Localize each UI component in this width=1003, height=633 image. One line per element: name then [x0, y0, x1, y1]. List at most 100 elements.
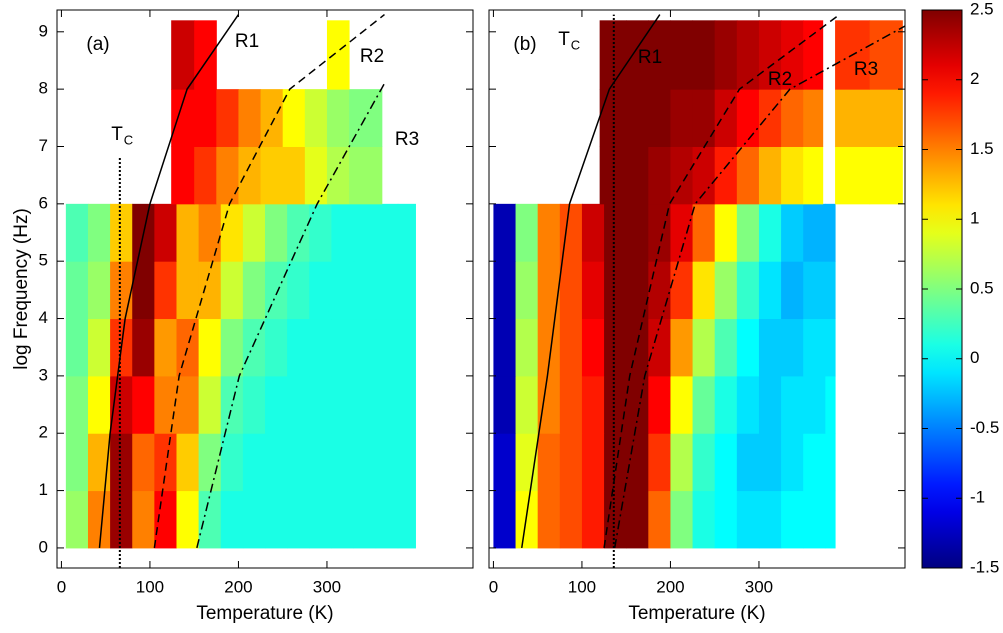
y-tick-label: 2	[39, 423, 48, 442]
heatmap-cell	[604, 318, 627, 377]
heatmap-cell	[604, 375, 627, 434]
y-tick-label: 1	[39, 480, 48, 499]
axes-box	[56, 9, 474, 569]
y-tick-label: 7	[39, 136, 48, 155]
heatmap-cell	[714, 20, 738, 90]
heatmap-cell	[825, 318, 836, 377]
x-tick-label: 0	[57, 577, 66, 596]
heatmap-cell	[242, 375, 266, 434]
heatmap-cell	[353, 203, 377, 262]
heatmap-cell	[692, 146, 716, 205]
heatmap-cell	[648, 146, 671, 205]
heatmap-cell	[803, 318, 826, 377]
heatmap-cell	[87, 261, 111, 320]
heatmap-cell	[781, 490, 804, 549]
colorbar	[921, 9, 963, 569]
heatmap-cell	[171, 146, 195, 205]
heatmap-cell	[132, 261, 155, 320]
heatmap-cell	[670, 433, 694, 492]
heatmap-cell	[581, 318, 605, 377]
heatmap-cell	[282, 146, 306, 205]
heatmap-cell	[648, 375, 671, 434]
heatmap-cell	[353, 490, 377, 549]
heatmap-cell	[537, 433, 561, 492]
heatmap-cell	[692, 89, 716, 147]
heatmap-cell	[242, 203, 266, 262]
heatmap-cell	[758, 146, 782, 205]
y-tick-label: 3	[39, 365, 48, 384]
heatmap-cell	[781, 203, 804, 262]
heatmap-cell	[758, 89, 782, 147]
x-tick-label: 300	[745, 577, 773, 596]
heatmap-cell	[397, 318, 416, 377]
heatmap-cell	[493, 490, 517, 549]
heatmap-cell	[110, 203, 133, 262]
heatmap-cell	[537, 261, 561, 320]
heatmap-cell	[803, 89, 824, 147]
heatmap-cell	[171, 89, 195, 147]
heatmap-cell	[781, 318, 804, 377]
heatmap-cell	[626, 490, 649, 549]
heatmap-cell	[648, 490, 671, 549]
heatmap-cell	[493, 433, 517, 492]
heatmap-cell	[309, 203, 332, 262]
heatmap-cell	[714, 375, 738, 434]
heatmap-cell	[670, 146, 694, 205]
heatmap-cell	[803, 433, 826, 492]
heatmap-cell	[65, 375, 89, 434]
heatmap-cell	[87, 490, 111, 549]
heatmap-cell	[132, 318, 155, 377]
heatmap-cell	[87, 375, 111, 434]
heatmap-cell	[287, 490, 310, 549]
heatmap-cell	[265, 433, 288, 492]
axes-box	[488, 9, 906, 569]
heatmap-cell	[692, 318, 716, 377]
heatmap-cell	[714, 146, 738, 205]
heatmap-cell	[220, 318, 244, 377]
heatmap-cell	[825, 375, 836, 434]
heatmap-cell	[287, 375, 310, 434]
heatmap-cell	[397, 203, 416, 262]
annotation: R3	[395, 129, 419, 150]
colorbar-tick-label: 0.5	[970, 278, 994, 297]
heatmap-cell	[198, 261, 222, 320]
heatmap-cell	[604, 433, 627, 492]
heatmap-cell	[559, 490, 583, 549]
heatmap-cell	[65, 318, 89, 377]
colorbar-tick-label: 2	[970, 69, 979, 88]
heatmap-cell	[375, 375, 399, 434]
heatmap-cell	[154, 318, 177, 377]
heatmap-cell	[803, 375, 826, 434]
heatmap-cell	[648, 261, 671, 320]
x-tick-label: 200	[656, 577, 684, 596]
heatmap-cell	[714, 490, 738, 549]
heatmap-cell	[714, 203, 738, 262]
heatmap-cell	[326, 20, 350, 90]
colorbar-tick-label: 2.5	[970, 0, 994, 18]
heatmap-cell	[194, 146, 217, 205]
heatmap-cell	[331, 375, 355, 434]
annotation: R2	[768, 69, 792, 90]
heatmap-cell	[736, 20, 760, 90]
curve	[153, 13, 385, 549]
heatmap-cell	[692, 375, 716, 434]
heatmap-cell	[626, 375, 649, 434]
heatmap-cell	[309, 490, 332, 549]
heatmap-cell	[375, 203, 399, 262]
heatmap-cell	[803, 146, 824, 205]
heatmap-cell	[65, 433, 89, 492]
heatmap-cell	[714, 89, 738, 147]
heatmap-cell	[132, 375, 155, 434]
heatmap-cell	[397, 433, 416, 492]
heatmap-cell	[397, 490, 416, 549]
heatmap-cell	[326, 146, 350, 205]
heatmap-cell	[825, 261, 836, 320]
heatmap-cell	[736, 203, 760, 262]
heatmap-cell	[559, 318, 583, 377]
annotation-subscript: C	[571, 37, 580, 52]
heatmap-cell	[349, 146, 383, 205]
x-axis-label: Temperature (K)	[628, 603, 765, 624]
heatmap-cell	[581, 203, 605, 262]
heatmap-cell	[648, 89, 671, 147]
heatmap-cell	[714, 261, 738, 320]
